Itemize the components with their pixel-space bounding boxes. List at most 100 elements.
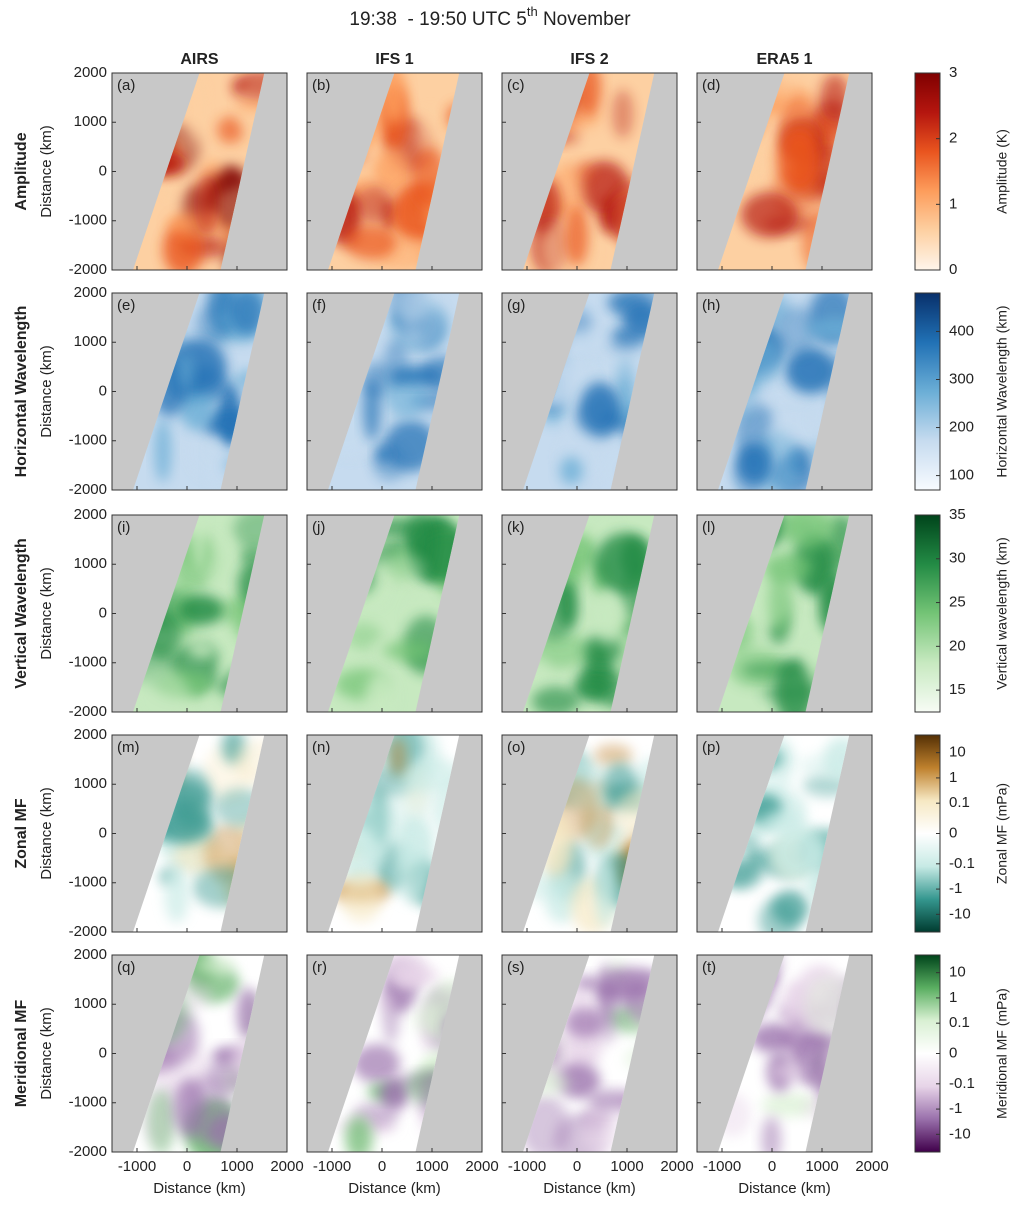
y-tick-label: 2000 bbox=[74, 284, 107, 301]
panel bbox=[306, 72, 483, 271]
panel bbox=[111, 734, 288, 933]
colorbar-tick-label: -1 bbox=[949, 880, 962, 897]
y-axis-label: Distance (km) bbox=[38, 787, 55, 880]
y-tick-label: 2000 bbox=[74, 64, 107, 81]
panel bbox=[306, 954, 483, 1153]
field-patch bbox=[146, 1089, 176, 1152]
y-tick-label: -2000 bbox=[69, 481, 107, 498]
y-tick-label: 2000 bbox=[74, 506, 107, 523]
field-patch bbox=[573, 160, 596, 181]
field-patch bbox=[378, 553, 427, 584]
field-patch bbox=[595, 859, 616, 928]
colorbar-tick-label: -10 bbox=[949, 1125, 971, 1142]
field-patch bbox=[391, 844, 432, 903]
field-patch bbox=[229, 293, 265, 335]
panel-label: (r) bbox=[312, 959, 327, 976]
x-tick-label: -1000 bbox=[118, 1158, 156, 1175]
colorbar-tick-label: 200 bbox=[949, 419, 974, 436]
field-patch bbox=[389, 737, 407, 776]
field-patch bbox=[393, 772, 433, 825]
x-tick-label: 1000 bbox=[610, 1158, 643, 1175]
colorbar-tick-label: 2 bbox=[949, 130, 957, 147]
panel-label: (p) bbox=[702, 739, 720, 756]
field-patch bbox=[352, 1044, 401, 1083]
colorbar-tick-label: 1 bbox=[949, 769, 957, 786]
colorbar-tick-label: 300 bbox=[949, 370, 974, 387]
colorbar-tick-label: 400 bbox=[949, 322, 974, 339]
colorbar-tick-label: 100 bbox=[949, 467, 974, 484]
field-patch bbox=[154, 418, 172, 483]
field-patch bbox=[727, 647, 784, 688]
field-patch bbox=[378, 991, 395, 1014]
colorbar-label: Meridional MF (mPa) bbox=[994, 988, 1010, 1119]
colorbar-tick-label: 3 bbox=[949, 64, 957, 81]
colorbar-tick-label: -0.1 bbox=[949, 1075, 975, 1092]
field-patch bbox=[593, 744, 633, 766]
x-tick-label: 1000 bbox=[220, 1158, 253, 1175]
panel bbox=[111, 292, 288, 491]
field-patch bbox=[379, 1077, 410, 1111]
field-patch bbox=[581, 1103, 618, 1152]
field-patch bbox=[565, 206, 589, 267]
y-tick-label: 0 bbox=[99, 162, 107, 179]
colorbar-tick-label: -10 bbox=[949, 905, 971, 922]
y-tick-label: 1000 bbox=[74, 113, 107, 130]
x-tick-label: 1000 bbox=[415, 1158, 448, 1175]
panel-label: (t) bbox=[702, 959, 716, 976]
field-patch bbox=[195, 955, 236, 977]
panel bbox=[306, 734, 483, 933]
y-tick-label: -1000 bbox=[69, 432, 107, 449]
field-patch bbox=[761, 810, 807, 836]
column-title: IFS 1 bbox=[375, 51, 413, 68]
field-patch bbox=[164, 867, 190, 924]
figure-title: 19:38 - 19:50 UTC 5th November bbox=[349, 4, 631, 30]
colorbar-tick-label: 0.1 bbox=[949, 794, 970, 811]
colorbar-tick-label: 25 bbox=[949, 594, 966, 611]
panel bbox=[111, 72, 288, 271]
colorbar-tick-label: -1 bbox=[949, 1100, 962, 1117]
colorbar-tick-label: 1 bbox=[949, 195, 957, 212]
x-tick-label: 0 bbox=[768, 1158, 776, 1175]
y-tick-label: 1000 bbox=[74, 995, 107, 1012]
title-part: 19:38 - 19:50 UTC 5 bbox=[349, 9, 526, 30]
y-tick-label: -1000 bbox=[69, 1094, 107, 1111]
field-patch bbox=[363, 378, 381, 441]
row-label: Vertical Wavelength bbox=[13, 538, 30, 689]
x-tick-label: 2000 bbox=[855, 1158, 888, 1175]
field-patch bbox=[597, 977, 619, 1044]
panel-label: (c) bbox=[507, 77, 525, 94]
field-patch bbox=[775, 658, 815, 712]
panel-label: (q) bbox=[117, 959, 135, 976]
panel-label: (b) bbox=[312, 77, 330, 94]
column-title: ERA5 1 bbox=[756, 51, 812, 68]
colorbar-tick-label: 0.1 bbox=[949, 1014, 970, 1031]
field-patch bbox=[206, 534, 234, 599]
panel-label: (s) bbox=[507, 959, 525, 976]
field-patch bbox=[217, 116, 244, 144]
y-tick-label: 2000 bbox=[74, 946, 107, 963]
y-tick-label: -2000 bbox=[69, 261, 107, 278]
field-patch bbox=[402, 293, 444, 350]
column-title: AIRS bbox=[180, 51, 219, 68]
y-tick-label: 1000 bbox=[74, 333, 107, 350]
field-patch bbox=[383, 338, 409, 388]
panel-label: (d) bbox=[702, 77, 720, 94]
title-part: November bbox=[538, 9, 632, 30]
field-patch bbox=[771, 1062, 804, 1081]
panel-label: (f) bbox=[312, 297, 326, 314]
panel bbox=[696, 514, 873, 713]
field-patch bbox=[372, 148, 411, 194]
x-tick-label: 0 bbox=[573, 1158, 581, 1175]
field-patch bbox=[736, 443, 773, 485]
colorbar-tick-label: 15 bbox=[949, 681, 966, 698]
field-patch bbox=[206, 434, 223, 490]
field-patch bbox=[383, 641, 434, 661]
field-patch bbox=[365, 672, 396, 712]
panel bbox=[501, 72, 678, 271]
panel bbox=[501, 514, 678, 713]
panel bbox=[111, 954, 288, 1153]
y-tick-label: 1000 bbox=[74, 775, 107, 792]
panel bbox=[696, 734, 873, 933]
panel-label: (j) bbox=[312, 519, 325, 536]
field-patch bbox=[396, 967, 440, 985]
